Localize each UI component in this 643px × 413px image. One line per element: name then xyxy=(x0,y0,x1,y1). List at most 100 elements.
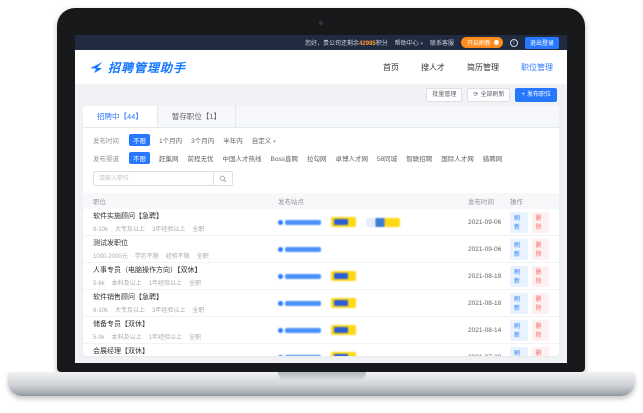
job-title-link[interactable]: 软件销售顾问【急聘】 xyxy=(93,294,163,301)
batch-manage-button[interactable]: 批量管理 xyxy=(426,88,463,102)
row-delete-button[interactable]: 删除 xyxy=(531,346,549,356)
filter-option[interactable]: 58同城 xyxy=(376,156,398,163)
filter-option[interactable]: 3个月内 xyxy=(191,138,215,145)
points-greeting: 您好，贵公司还剩余42985积分 xyxy=(305,41,388,47)
table-row: 储备专员【双休】 5-9k 本科及以上 1年经验以上 全职 2021-08-14 刷新… xyxy=(83,317,559,344)
chevron-down-icon: ▾ xyxy=(273,139,276,145)
job-title-link[interactable]: 人事专员（电脑操作方向）【双休】 xyxy=(93,267,202,274)
table-row: 软件销售顾问【急聘】 8-10k 大专及以上 3年经验以上 全职 2021-08-18… xyxy=(83,290,559,317)
filter-option[interactable]: 1个月内 xyxy=(159,138,183,145)
row-delete-button[interactable]: 删除 xyxy=(531,265,549,287)
site-dot-icon xyxy=(278,246,283,252)
filter-option[interactable]: 国际人才网 xyxy=(441,156,474,163)
row-delete-button[interactable]: 删除 xyxy=(531,211,549,233)
filter-option[interactable]: 前程无忧 xyxy=(187,156,214,163)
nav-item[interactable]: 搜人才 xyxy=(421,62,445,72)
tab-paused[interactable]: 暂存职位【1】 xyxy=(158,106,237,127)
refresh-icon: ⟳ xyxy=(473,92,479,98)
masked-text xyxy=(285,219,321,225)
job-site-badges xyxy=(278,271,468,281)
site-dot-icon xyxy=(278,273,283,279)
publish-date: 2021-09-06 xyxy=(468,245,502,253)
filter-row: 发布时间 不限 1个月内 3个月内 半年内 自定义 ▾ xyxy=(93,134,549,146)
masked-site-link[interactable] xyxy=(278,354,321,356)
masked-site-link[interactable] xyxy=(278,273,321,279)
publish-job-button[interactable]: + 发布职位 xyxy=(515,88,557,102)
main-nav: 首页 搜人才 简历管理 职位管理 xyxy=(383,62,553,73)
logout-button[interactable]: 退出登录 xyxy=(524,36,559,49)
site-badge-yellow xyxy=(331,271,356,281)
job-title-link[interactable]: 储备专员【双休】 xyxy=(93,321,149,328)
col-header-ops: 操作 xyxy=(510,199,523,206)
search-button[interactable] xyxy=(213,171,233,186)
site-badge-yellow xyxy=(331,298,356,308)
job-site-badges xyxy=(278,217,468,227)
topbar-link[interactable]: 联系客服 xyxy=(429,41,454,47)
filter-option[interactable]: 不限 xyxy=(129,134,150,146)
tab-recruiting[interactable]: 招聘中【44】 xyxy=(83,106,158,127)
filter-option[interactable]: 智联招聘 xyxy=(406,156,433,163)
filter-option[interactable]: 赶集网 xyxy=(159,156,179,163)
filter-label: 发布渠道 xyxy=(93,156,119,163)
job-meta: 5-6k 本科及以上 1年经验以上 全职 xyxy=(93,281,202,287)
nav-item[interactable]: 职位管理 xyxy=(521,62,553,72)
job-meta: 5-9k 本科及以上 1年经验以上 全职 xyxy=(93,335,202,341)
filter-option[interactable]: 自定义 ▾ xyxy=(251,138,276,145)
search-icon xyxy=(219,175,227,182)
site-badge-yellow xyxy=(331,325,356,335)
points-value: 42985 xyxy=(359,41,376,47)
row-refresh-button[interactable]: 刷新 xyxy=(510,238,528,260)
row-refresh-button[interactable]: 刷新 xyxy=(510,346,528,356)
site-dot-icon xyxy=(278,354,283,356)
brand-logo[interactable]: 招聘管理助手 xyxy=(89,59,186,76)
row-delete-button[interactable]: 删除 xyxy=(531,292,549,314)
site-dot-icon xyxy=(278,219,283,225)
filter-option[interactable]: 猎聘网 xyxy=(482,156,503,163)
job-title-link[interactable]: 测试发职位 xyxy=(93,240,128,247)
row-refresh-button[interactable]: 刷新 xyxy=(510,265,528,287)
search-input[interactable] xyxy=(93,171,213,186)
job-title-link[interactable]: 会展经理【双休】 xyxy=(93,348,149,355)
masked-text xyxy=(285,300,321,306)
nav-item[interactable]: 简历管理 xyxy=(467,62,499,72)
masked-site-link[interactable] xyxy=(278,246,321,252)
col-header-sites: 发布站点 xyxy=(278,199,304,206)
site-badge-mixed xyxy=(366,217,400,227)
filter-option[interactable]: 不限 xyxy=(129,152,150,164)
masked-site-link[interactable] xyxy=(278,327,321,333)
masked-text xyxy=(285,354,321,356)
row-delete-button[interactable]: 删除 xyxy=(531,238,549,260)
masked-text xyxy=(285,246,321,252)
topbar-links: 帮助中心 ▾ 联系客服 xyxy=(395,38,454,47)
row-refresh-button[interactable]: 刷新 xyxy=(510,319,528,341)
publish-date: 2021-08-14 xyxy=(468,326,502,334)
filter-option[interactable]: Boss直聘 xyxy=(270,156,298,163)
masked-text xyxy=(285,273,321,279)
row-delete-button[interactable]: 删除 xyxy=(531,319,549,341)
chevron-down-icon: ▾ xyxy=(420,41,423,47)
filter-option[interactable]: 中国人才热线 xyxy=(222,156,262,163)
filter-option[interactable]: 拉勾网 xyxy=(306,156,327,163)
refresh-all-button[interactable]: ⟳ 全部刷新 xyxy=(467,88,511,102)
topbar-link[interactable]: 帮助中心 ▾ xyxy=(394,41,423,47)
row-refresh-button[interactable]: 刷新 xyxy=(510,211,528,233)
filter-option[interactable]: 卓博人才网 xyxy=(335,156,368,163)
job-title-link[interactable]: 软件实施顾问【急聘】 xyxy=(93,213,163,220)
refresh-toggle-button[interactable]: 开启刷新 xyxy=(460,37,503,48)
info-icon[interactable]: i xyxy=(509,38,518,47)
nav-item[interactable]: 首页 xyxy=(383,62,399,72)
publish-date: 2021-09-06 xyxy=(468,218,502,226)
masked-site-link[interactable] xyxy=(278,300,321,306)
site-badge-yellow xyxy=(331,352,356,356)
filter-option[interactable]: 半年内 xyxy=(223,138,243,145)
table-row: 软件实施顾问【急聘】 8-10k 大专及以上 3年经验以上 全职 2021-09-06… xyxy=(83,209,559,236)
masked-site-link[interactable] xyxy=(278,219,321,225)
row-refresh-button[interactable]: 刷新 xyxy=(510,292,528,314)
toggle-dot-icon xyxy=(493,40,499,45)
search-row xyxy=(83,170,559,193)
col-header-title: 职位 xyxy=(93,199,106,206)
job-site-badges xyxy=(278,298,468,308)
filter-label: 发布时间 xyxy=(93,138,119,145)
site-dot-icon xyxy=(278,300,283,306)
laptop-base-notch xyxy=(277,372,366,381)
